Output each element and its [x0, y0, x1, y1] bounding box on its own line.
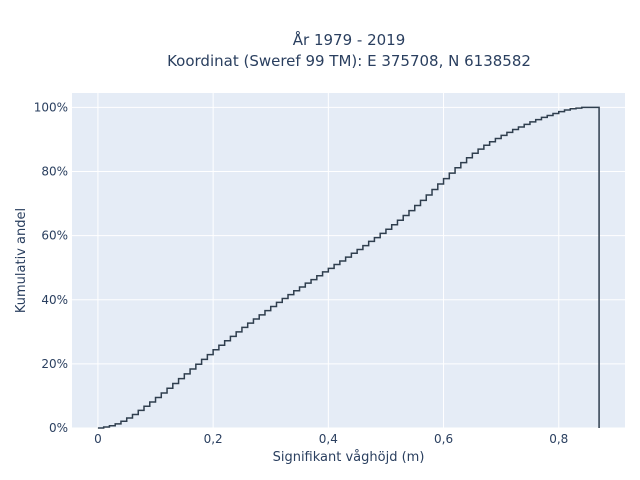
y-tick-label: 100%	[34, 100, 68, 114]
x-tick-label: 0,8	[549, 432, 568, 446]
y-tick-label: 40%	[41, 293, 68, 307]
x-tick-label: 0	[94, 432, 102, 446]
y-axis-title: Kumulativ andel	[14, 208, 29, 313]
y-tick-label: 20%	[41, 357, 68, 371]
x-tick-label: 0,4	[319, 432, 338, 446]
y-axis-ticks: 0% 20% 40% 60% 80% 100%	[34, 100, 68, 435]
chart-title: År 1979 - 2019 Koordinat (Sweref 99 TM): …	[167, 30, 531, 70]
x-tick-label: 0,2	[204, 432, 223, 446]
plot-area	[72, 93, 625, 428]
gridlines	[72, 93, 625, 429]
ecdf-step-line-1	[97, 106, 600, 429]
y-tick-label: 80%	[41, 165, 68, 179]
x-tick-label: 0,6	[434, 432, 453, 446]
chart-title-line-2: Koordinat (Sweref 99 TM): E 375708, N 61…	[167, 52, 531, 70]
series-layer	[97, 106, 600, 429]
x-axis-ticks: 0 0,2 0,4 0,6 0,8	[94, 432, 568, 446]
y-tick-label: 60%	[41, 229, 68, 243]
chart-title-line-1: År 1979 - 2019	[293, 30, 406, 49]
x-axis-title: Signifikant våghöjd (m)	[273, 450, 425, 465]
y-tick-label: 0%	[49, 421, 68, 435]
